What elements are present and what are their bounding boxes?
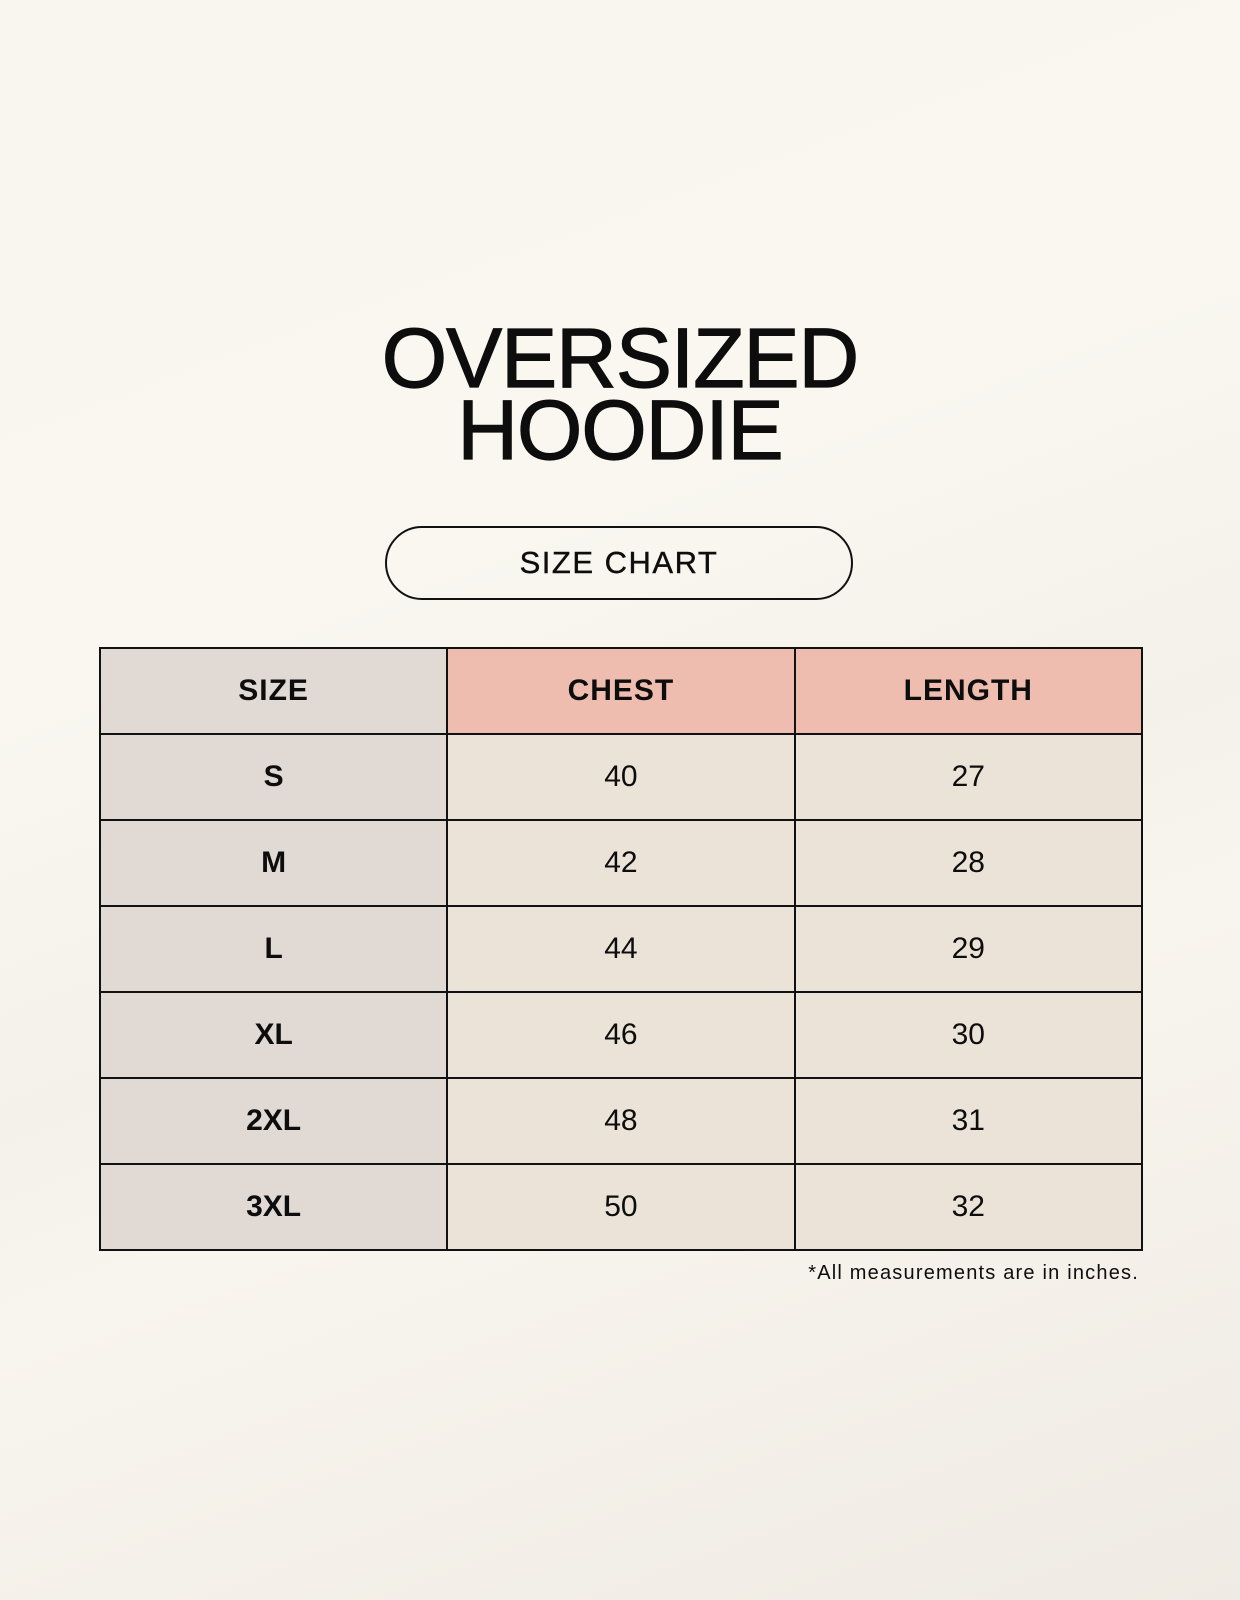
cell-size: M xyxy=(98,819,449,907)
cell-chest: 46 xyxy=(446,991,796,1079)
cell-chest: 50 xyxy=(446,1163,796,1251)
cell-size: L xyxy=(98,905,449,993)
cell-length: 28 xyxy=(793,819,1144,907)
page-title: OVERSIZED HOODIE xyxy=(0,311,1240,477)
table-row: XL 46 30 xyxy=(98,991,1144,1079)
footnote: *All measurements are in inches. xyxy=(808,1262,1139,1284)
table-row: L 44 29 xyxy=(98,905,1144,993)
cell-chest: 40 xyxy=(446,733,796,821)
header-chest: CHEST xyxy=(446,647,796,735)
header-length: LENGTH xyxy=(793,647,1144,735)
table-header-row: SIZE CHEST LENGTH xyxy=(98,647,1144,735)
cell-chest: 48 xyxy=(446,1077,796,1165)
cell-size: S xyxy=(98,733,449,821)
title-line-2: HOODIE xyxy=(457,383,785,477)
table-row: 2XL 48 31 xyxy=(98,1077,1144,1165)
table-row: 3XL 50 32 xyxy=(98,1163,1144,1251)
cell-length: 29 xyxy=(793,905,1144,993)
table-row: M 42 28 xyxy=(98,819,1144,907)
cell-chest: 42 xyxy=(446,819,796,907)
size-table: SIZE CHEST LENGTH S 40 27 M 42 28 L 44 29 XL 46 30 2… xyxy=(98,647,1144,1251)
cell-length: 30 xyxy=(793,991,1144,1079)
size-chart-label: SIZE CHART xyxy=(385,526,853,600)
cell-length: 27 xyxy=(793,733,1144,821)
cell-size: XL xyxy=(98,991,449,1079)
title-line-1: OVERSIZED xyxy=(381,311,860,405)
cell-length: 32 xyxy=(793,1163,1144,1251)
cell-size: 2XL xyxy=(98,1077,449,1165)
cell-size: 3XL xyxy=(98,1163,449,1251)
header-size: SIZE xyxy=(98,647,449,735)
cell-length: 31 xyxy=(793,1077,1144,1165)
cell-chest: 44 xyxy=(446,905,796,993)
table-row: S 40 27 xyxy=(98,733,1144,821)
